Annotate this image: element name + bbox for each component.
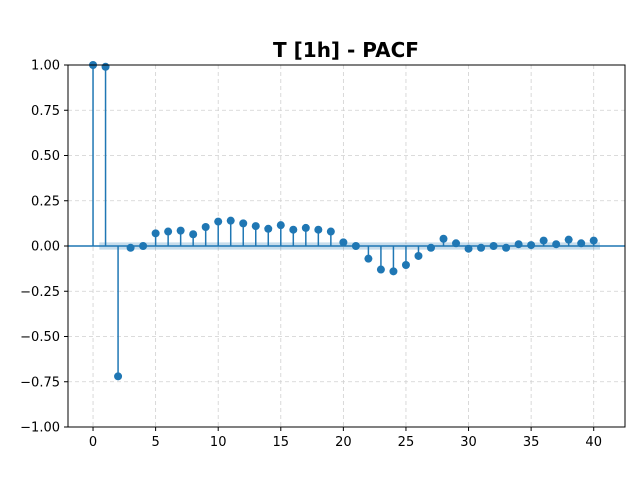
stem-marker [426,243,435,252]
stem-series [68,61,625,381]
stem-marker [539,236,548,245]
y-tick-label: −0.50 [20,330,60,345]
x-tick-label: 25 [398,435,415,450]
stem-marker [214,217,223,226]
stem-marker [289,225,298,234]
stem-marker [164,227,173,236]
stem-marker [527,241,536,250]
stem-marker [314,225,323,234]
y-tick-label: −0.75 [20,375,60,390]
stem-marker [126,243,135,252]
stem-marker [239,219,248,228]
stem-marker [389,267,398,276]
x-tick-label: 20 [335,435,352,450]
y-tick-label: 0.25 [31,194,60,209]
stem-marker [326,227,335,236]
stem-marker [101,62,110,71]
y-tick-label: 0.75 [31,104,60,119]
stem-marker [201,222,210,231]
x-tick-label: 5 [151,435,159,450]
stem-marker [176,226,185,235]
stem-marker [477,243,486,252]
stem-marker [502,243,511,252]
y-tick-label: 0.00 [31,240,60,255]
stem-marker [439,234,448,243]
stem-marker [564,235,573,244]
stem-marker [514,240,523,249]
stem-marker [189,230,198,239]
axis-ticks: 0 5 10 15 20 25 30 35 40 1.00 0.75 0.50 0.25 0.00 −0.2… [20,59,602,451]
stem-marker [376,265,385,274]
x-tick-label: 30 [460,435,477,450]
y-tick-label: −0.25 [20,285,60,300]
x-tick-label: 10 [210,435,227,450]
stem-marker [589,236,598,245]
stem-marker [226,216,235,225]
stem-marker [401,261,410,270]
x-tick-label: 15 [273,435,290,450]
stem-marker [489,242,498,250]
stem-marker [301,223,310,232]
y-tick-label: 0.50 [31,149,60,164]
stem-marker [364,254,373,263]
y-tick-label: 1.00 [31,59,60,74]
stem-marker [452,239,461,248]
stem-marker [264,224,273,233]
stem-marker [151,229,160,238]
stem-marker [351,242,360,250]
stem-marker [339,238,348,247]
x-tick-label: 35 [523,435,540,450]
chart-title: T [1h] - PACF [273,38,419,62]
stem-marker [251,222,260,231]
stem-marker [114,372,123,381]
stem-marker [276,221,285,230]
stem-marker [464,244,473,253]
x-tick-label: 0 [89,435,97,450]
stem-marker [414,251,423,260]
stem-marker [577,239,586,248]
stem-marker [552,240,561,249]
stem-marker [139,242,148,250]
y-tick-label: −1.00 [20,421,60,436]
x-tick-label: 40 [585,435,602,450]
